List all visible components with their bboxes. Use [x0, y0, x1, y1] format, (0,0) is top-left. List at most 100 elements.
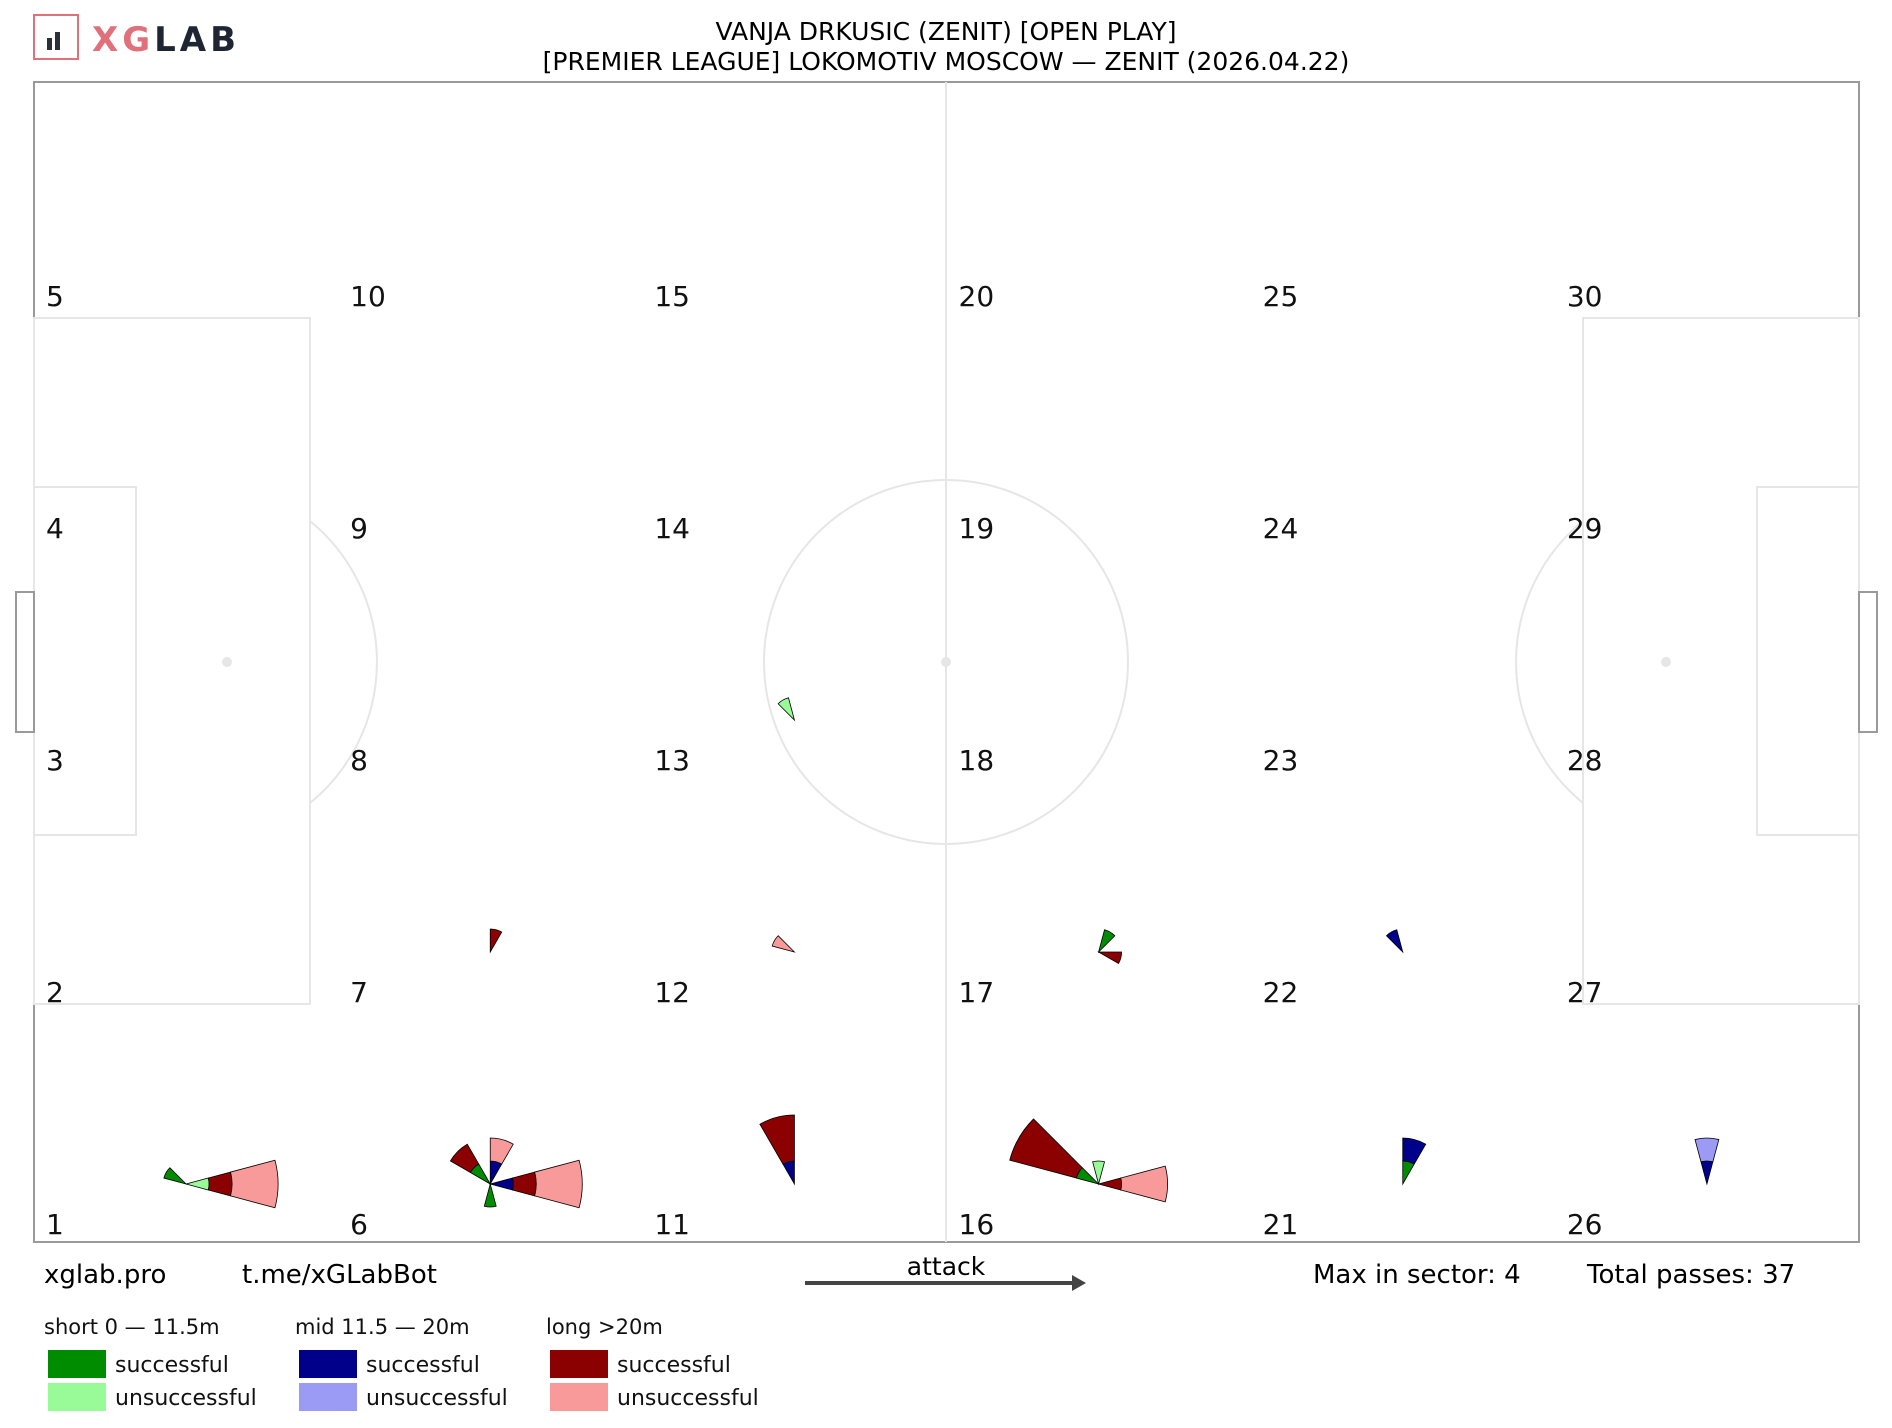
- sonar-zone-13: [777, 697, 796, 722]
- sonar-wedge-short-unsuccessful: [777, 697, 796, 722]
- sonar-zone-17: [1097, 929, 1122, 965]
- sonar-zone-22: [1385, 929, 1404, 954]
- legend-item-label: successful: [366, 1353, 480, 1378]
- legend-item-label: unsuccessful: [366, 1386, 508, 1411]
- sonar-wedge-mid-unsuccessful: [1694, 1137, 1720, 1163]
- legend-item-label: unsuccessful: [115, 1386, 257, 1411]
- sonar-wedge-long-unsuccessful: [534, 1159, 583, 1209]
- right-goal-area: [1756, 486, 1860, 836]
- total-passes: Total passes: 37: [1586, 1260, 1795, 1290]
- legend-swatch: [48, 1383, 106, 1411]
- zone-label-30: 30: [1567, 280, 1603, 313]
- legend-item-label: successful: [115, 1353, 229, 1378]
- sonar-wedge-mid-successful: [488, 1177, 514, 1191]
- right-penalty-arc: [1515, 520, 1584, 804]
- center-spot: [941, 657, 951, 667]
- legend-group-title: short 0 — 11.5m: [44, 1315, 220, 1339]
- pitch: [15, 81, 1878, 1243]
- sonar-zone-1: [163, 1159, 279, 1209]
- sonar-wedge-long-unsuccessful: [489, 1137, 514, 1165]
- zone-label-11: 11: [654, 1208, 690, 1241]
- zone-label-9: 9: [350, 512, 368, 545]
- svg-text:XGLAB: XGLAB: [92, 20, 240, 60]
- zone-label-8: 8: [350, 744, 368, 777]
- zone-label-14: 14: [654, 512, 690, 545]
- sonar-wedge-long-unsuccessful: [230, 1159, 279, 1209]
- zone-labels: 1234567891011121314151617181920212223242…: [46, 280, 1602, 1241]
- logo-text-x: XG: [92, 20, 154, 60]
- sonar-wedge-short-successful: [1097, 929, 1116, 954]
- legend-group-title: mid 11.5 — 20m: [295, 1315, 470, 1339]
- zone-label-23: 23: [1263, 744, 1299, 777]
- sonar-wedge-long-successful: [1097, 1177, 1122, 1191]
- left-goal: [15, 591, 35, 733]
- sonar-zone-21: [1402, 1137, 1427, 1186]
- attack-label: attack: [907, 1252, 986, 1281]
- zone-label-2: 2: [46, 976, 64, 1009]
- zone-label-26: 26: [1567, 1208, 1603, 1241]
- legend-swatch: [550, 1383, 608, 1411]
- right-penalty-spot: [1661, 657, 1671, 667]
- sonar-wedge-long-unsuccessful: [1120, 1165, 1168, 1203]
- legend-swatch: [550, 1350, 608, 1378]
- zone-label-27: 27: [1567, 976, 1603, 1009]
- bot-link[interactable]: t.me/xGLabBot: [242, 1260, 437, 1290]
- sonar-wedge-mid-successful: [1700, 1160, 1714, 1186]
- zone-label-18: 18: [959, 744, 995, 777]
- sonar-wedge-short-successful: [1402, 1160, 1415, 1186]
- zone-label-19: 19: [959, 512, 995, 545]
- zone-label-22: 22: [1263, 976, 1299, 1009]
- legend-group-title: long >20m: [546, 1315, 663, 1339]
- zone-label-1: 1: [46, 1208, 64, 1241]
- chart-title-line2: [PREMIER LEAGUE] LOKOMOTIV MOSCOW — ZENI…: [543, 47, 1350, 76]
- sonar-wedge-short-unsuccessful: [1092, 1160, 1106, 1186]
- left-penalty-spot: [222, 657, 232, 667]
- xglab-logo: XGLAB: [33, 14, 240, 60]
- zone-label-3: 3: [46, 744, 64, 777]
- logo-frame-icon: [33, 14, 79, 60]
- zone-label-13: 13: [654, 744, 690, 777]
- sonar-wedge-long-successful: [1097, 951, 1122, 965]
- legend-item-label: unsuccessful: [617, 1386, 759, 1411]
- zone-label-24: 24: [1263, 512, 1299, 545]
- zone-label-25: 25: [1263, 280, 1299, 313]
- left-penalty-area: [33, 317, 311, 1005]
- zone-label-28: 28: [1567, 744, 1603, 777]
- sonar-wedge-long-successful: [759, 1114, 795, 1165]
- sonar-wedge-long-successful: [489, 928, 503, 954]
- zone-label-4: 4: [46, 512, 64, 545]
- zone-label-10: 10: [350, 280, 386, 313]
- attack-arrow-icon: [1072, 1275, 1086, 1291]
- sonar-wedge-long-successful: [1009, 1118, 1083, 1179]
- zone-label-20: 20: [959, 280, 995, 313]
- zone-label-15: 15: [654, 280, 690, 313]
- sonar-wedge-short-successful: [483, 1182, 497, 1208]
- sonar-wedge-mid-successful: [782, 1160, 795, 1186]
- zone-label-12: 12: [654, 976, 690, 1009]
- sonar-wedge-short-unsuccessful: [184, 1177, 210, 1191]
- chart-title-line1: VANJA DRKUSIC (ZENIT) [OPEN PLAY]: [715, 17, 1176, 46]
- site-link[interactable]: xglab.pro: [44, 1260, 166, 1290]
- sonar-zone-12: [771, 935, 796, 953]
- sonar-zone-7: [489, 928, 503, 954]
- legend-swatch: [299, 1350, 357, 1378]
- legend-swatch: [48, 1350, 106, 1378]
- max-in-sector: Max in sector: 4: [1313, 1260, 1521, 1290]
- zone-label-16: 16: [959, 1208, 995, 1241]
- legend-item-label: successful: [617, 1353, 731, 1378]
- sonar-wedge-long-successful: [207, 1171, 233, 1197]
- sonar-zone-6: [449, 1137, 583, 1209]
- sonar-wedge-short-successful: [163, 1167, 188, 1185]
- zone-label-6: 6: [350, 1208, 368, 1241]
- legend: short 0 — 11.5m successful unsuccessful mid…: [44, 1315, 759, 1411]
- pass-sonars: [163, 697, 1720, 1209]
- sonar-wedge-mid-successful: [489, 1160, 503, 1186]
- sonar-wedge-mid-successful: [1385, 929, 1404, 954]
- sonar-zone-16: [1009, 1118, 1168, 1203]
- left-penalty-arc: [309, 520, 378, 804]
- sonar-wedge-long-successful: [511, 1171, 537, 1197]
- zone-label-5: 5: [46, 280, 64, 313]
- logo-text-lab: LAB: [154, 20, 240, 60]
- sonar-zone-26: [1694, 1137, 1720, 1186]
